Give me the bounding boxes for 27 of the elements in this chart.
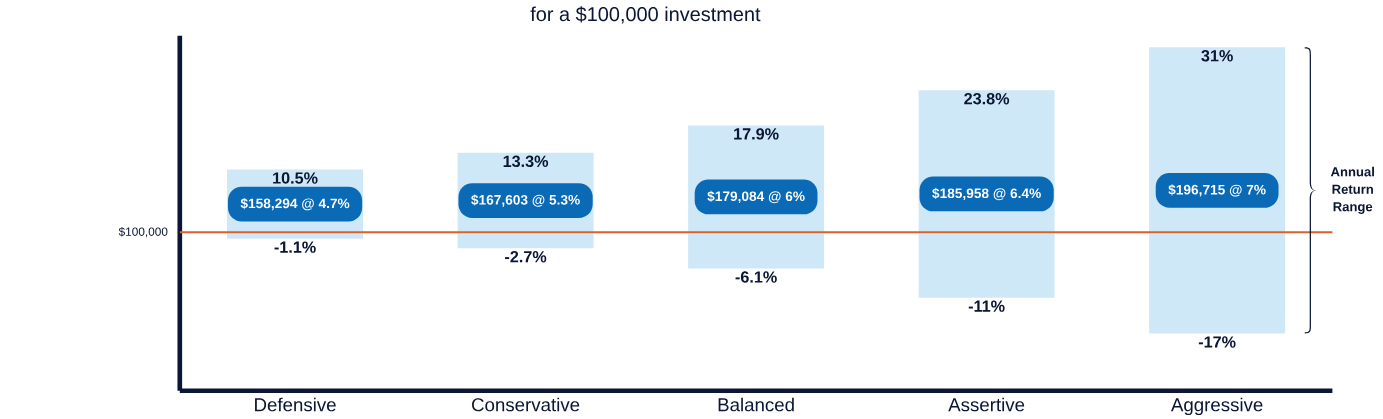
- x-tick-label: Aggressive: [1170, 397, 1263, 415]
- bar: [688, 232, 825, 269]
- x-tick-label: Balanced: [718, 397, 794, 412]
- data-label: 31%: [1201, 49, 1233, 62]
- annotation: $185,958 @ 6.4%: [932, 187, 1041, 201]
- text: $100,000: [118, 226, 168, 238]
- data-label: -1.1%: [274, 241, 316, 253]
- data-label: -2.7%: [505, 250, 547, 263]
- bar: [457, 232, 594, 249]
- annotation: $167,603 @ 5.3%: [471, 194, 580, 207]
- chart-subtitle: for a $100,000 investment: [530, 6, 761, 24]
- data-label: -6.1%: [735, 271, 777, 283]
- annotation: $179,084 @ 6%: [707, 190, 805, 204]
- data-label: 23.8%: [964, 92, 1010, 105]
- x-tick-label: Conservative: [472, 397, 580, 412]
- x-tick-label: Defensive: [255, 397, 336, 412]
- x-tick-label: Assertive: [948, 397, 1025, 412]
- data-label: 13.3%: [503, 155, 549, 167]
- data-label: 10.5%: [273, 172, 318, 184]
- data-label: 17.9%: [734, 128, 779, 140]
- data-label: -17%: [1198, 336, 1236, 348]
- annotation: $196,715 @ 7%: [1168, 184, 1266, 197]
- bar: [1149, 232, 1286, 334]
- data-label: -11%: [968, 300, 1005, 312]
- annotation: $158,294 @ 4.7%: [240, 197, 350, 211]
- bar: [918, 232, 1055, 298]
- annotation: Annual Return Range: [1330, 166, 1374, 214]
